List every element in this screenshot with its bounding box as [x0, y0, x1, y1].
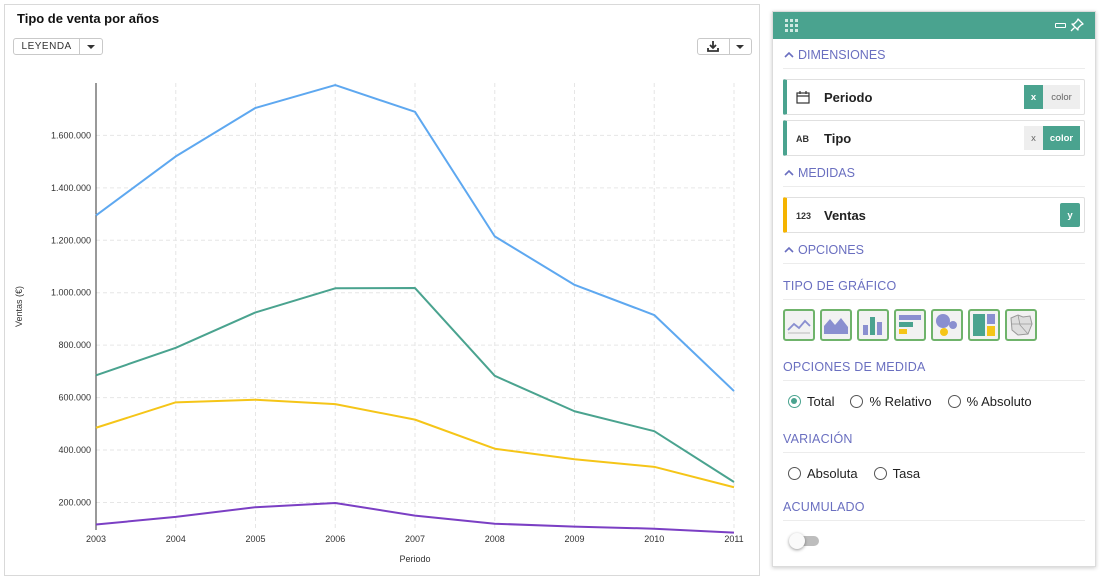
- pin-icon[interactable]: [1070, 18, 1084, 32]
- radio-circle[interactable]: [850, 395, 864, 408]
- y-axis-title: Ventas (€): [14, 286, 24, 327]
- svg-text:AB: AB: [796, 134, 809, 144]
- chevron-up-icon: [784, 51, 794, 58]
- y-tick-label: 1.000.000: [51, 288, 91, 298]
- x-tick-label: 2005: [245, 534, 265, 544]
- section-options[interactable]: OPCIONES: [783, 243, 1085, 264]
- variation-group: Absoluta Tasa: [788, 466, 936, 481]
- x-axis-title: Periodo: [399, 554, 430, 564]
- radio-circle[interactable]: [788, 395, 801, 408]
- section-dimensions-label: DIMENSIONES: [798, 48, 886, 62]
- minimize-icon[interactable]: [1055, 23, 1066, 28]
- chart-card: Tipo de venta por años LEYENDA 200.000 40…: [4, 4, 760, 576]
- section-options-label: OPCIONES: [798, 243, 864, 257]
- area-chart-icon[interactable]: [820, 309, 852, 341]
- radio-tasa[interactable]: Tasa: [873, 466, 921, 481]
- toggle-track: [793, 536, 819, 546]
- section-measures[interactable]: MEDIDAS: [783, 166, 1085, 187]
- legend-dropdown[interactable]: LEYENDA: [13, 38, 103, 55]
- chevron-up-icon: [784, 169, 794, 176]
- y-tick-label: 400.000: [58, 445, 91, 455]
- toggle-knob[interactable]: [789, 533, 805, 549]
- chart-type-selector: [783, 309, 1037, 341]
- bar-chart-icon[interactable]: [857, 309, 889, 341]
- map-chart-icon[interactable]: [1005, 309, 1037, 341]
- chevron-down-icon[interactable]: [730, 39, 751, 54]
- cumulative-heading: ACUMULADO: [783, 500, 1085, 521]
- radio-label: Absoluta: [807, 466, 858, 481]
- x-tick-label: 2004: [166, 534, 186, 544]
- radio-total[interactable]: Total: [788, 394, 834, 409]
- color-chip[interactable]: color: [1043, 126, 1080, 150]
- line-chart-icon[interactable]: [783, 309, 815, 341]
- legend-button[interactable]: LEYENDA: [21, 41, 72, 52]
- series-line-2: [95, 287, 735, 483]
- measure-ventas[interactable]: 123 Ventas y: [783, 197, 1085, 233]
- horizontal-bar-icon[interactable]: [894, 309, 926, 341]
- treemap-icon[interactable]: [968, 309, 1000, 341]
- x-tick-label: 2011: [724, 534, 743, 544]
- download-dropdown[interactable]: [697, 38, 752, 55]
- text-type-icon: AB: [796, 132, 816, 144]
- measure-options-heading: OPCIONES DE MEDIDA: [783, 360, 1085, 381]
- section-measures-label: MEDIDAS: [798, 166, 855, 180]
- dimension-tipo[interactable]: AB Tipo x color: [783, 120, 1085, 156]
- radio-label: % Relativo: [869, 394, 932, 409]
- chevron-down-icon[interactable]: [80, 39, 102, 54]
- radio-relativo[interactable]: % Relativo: [850, 394, 932, 409]
- y-axis-chip[interactable]: y: [1060, 203, 1080, 227]
- y-tick-label: 1.400.000: [51, 183, 91, 193]
- y-tick-label: 200.000: [58, 497, 91, 507]
- radio-label: % Absoluto: [966, 394, 1032, 409]
- chart-settings-panel: DIMENSIONES Periodo x color AB Tipo x co…: [772, 11, 1096, 567]
- series-line-3: [95, 398, 735, 489]
- x-axis-chip[interactable]: x: [1024, 85, 1043, 109]
- x-tick-label: 2010: [644, 534, 664, 544]
- cumulative-toggle[interactable]: [789, 533, 821, 549]
- section-dimensions[interactable]: DIMENSIONES: [783, 48, 1085, 69]
- series-line-1: [95, 84, 735, 392]
- radio-circle[interactable]: [788, 467, 801, 480]
- y-tick-label: 600.000: [58, 393, 91, 403]
- download-icon[interactable]: [698, 39, 729, 54]
- drag-handle-icon[interactable]: [785, 19, 798, 32]
- dimension-label: Periodo: [824, 89, 873, 105]
- radio-label: Tasa: [892, 466, 921, 481]
- line-chart: 200.000 400.000 600.000 800.000 1.000.000 1.2…: [14, 83, 744, 564]
- radio-circle[interactable]: [873, 467, 887, 480]
- x-tick-label: 2009: [564, 534, 584, 544]
- radio-label: Total: [807, 394, 835, 409]
- panel-header[interactable]: [773, 12, 1095, 39]
- variation-heading: VARIACIÓN: [783, 432, 1085, 453]
- measure-label: Ventas: [824, 207, 866, 223]
- radio-absoluta[interactable]: Absoluta: [788, 466, 858, 481]
- calendar-icon: [796, 90, 816, 104]
- y-tick-label: 800.000: [58, 340, 91, 350]
- dimension-label: Tipo: [824, 130, 852, 146]
- chevron-up-icon: [784, 246, 794, 253]
- x-tick-label: 2006: [325, 534, 345, 544]
- measure-options-group: Total % Relativo % Absoluto: [788, 394, 1048, 409]
- numeric-icon: 123: [796, 209, 816, 221]
- y-tick-label: 1.200.000: [51, 235, 91, 245]
- chart-title: Tipo de venta por años: [17, 11, 160, 26]
- radio-circle[interactable]: [947, 395, 961, 408]
- x-tick-label: 2003: [86, 534, 106, 544]
- y-tick-label: 1.600.000: [51, 130, 91, 140]
- series-line-4: [95, 501, 735, 534]
- dimension-periodo[interactable]: Periodo x color: [783, 79, 1085, 115]
- bubble-chart-icon[interactable]: [931, 309, 963, 341]
- svg-text:123: 123: [796, 211, 811, 221]
- color-chip[interactable]: color: [1043, 85, 1080, 109]
- chart-type-heading: TIPO DE GRÁFICO: [783, 279, 1085, 300]
- x-tick-label: 2008: [485, 534, 505, 544]
- x-axis-chip[interactable]: x: [1024, 126, 1043, 150]
- radio-absoluto[interactable]: % Absoluto: [947, 394, 1032, 409]
- x-tick-label: 2007: [405, 534, 425, 544]
